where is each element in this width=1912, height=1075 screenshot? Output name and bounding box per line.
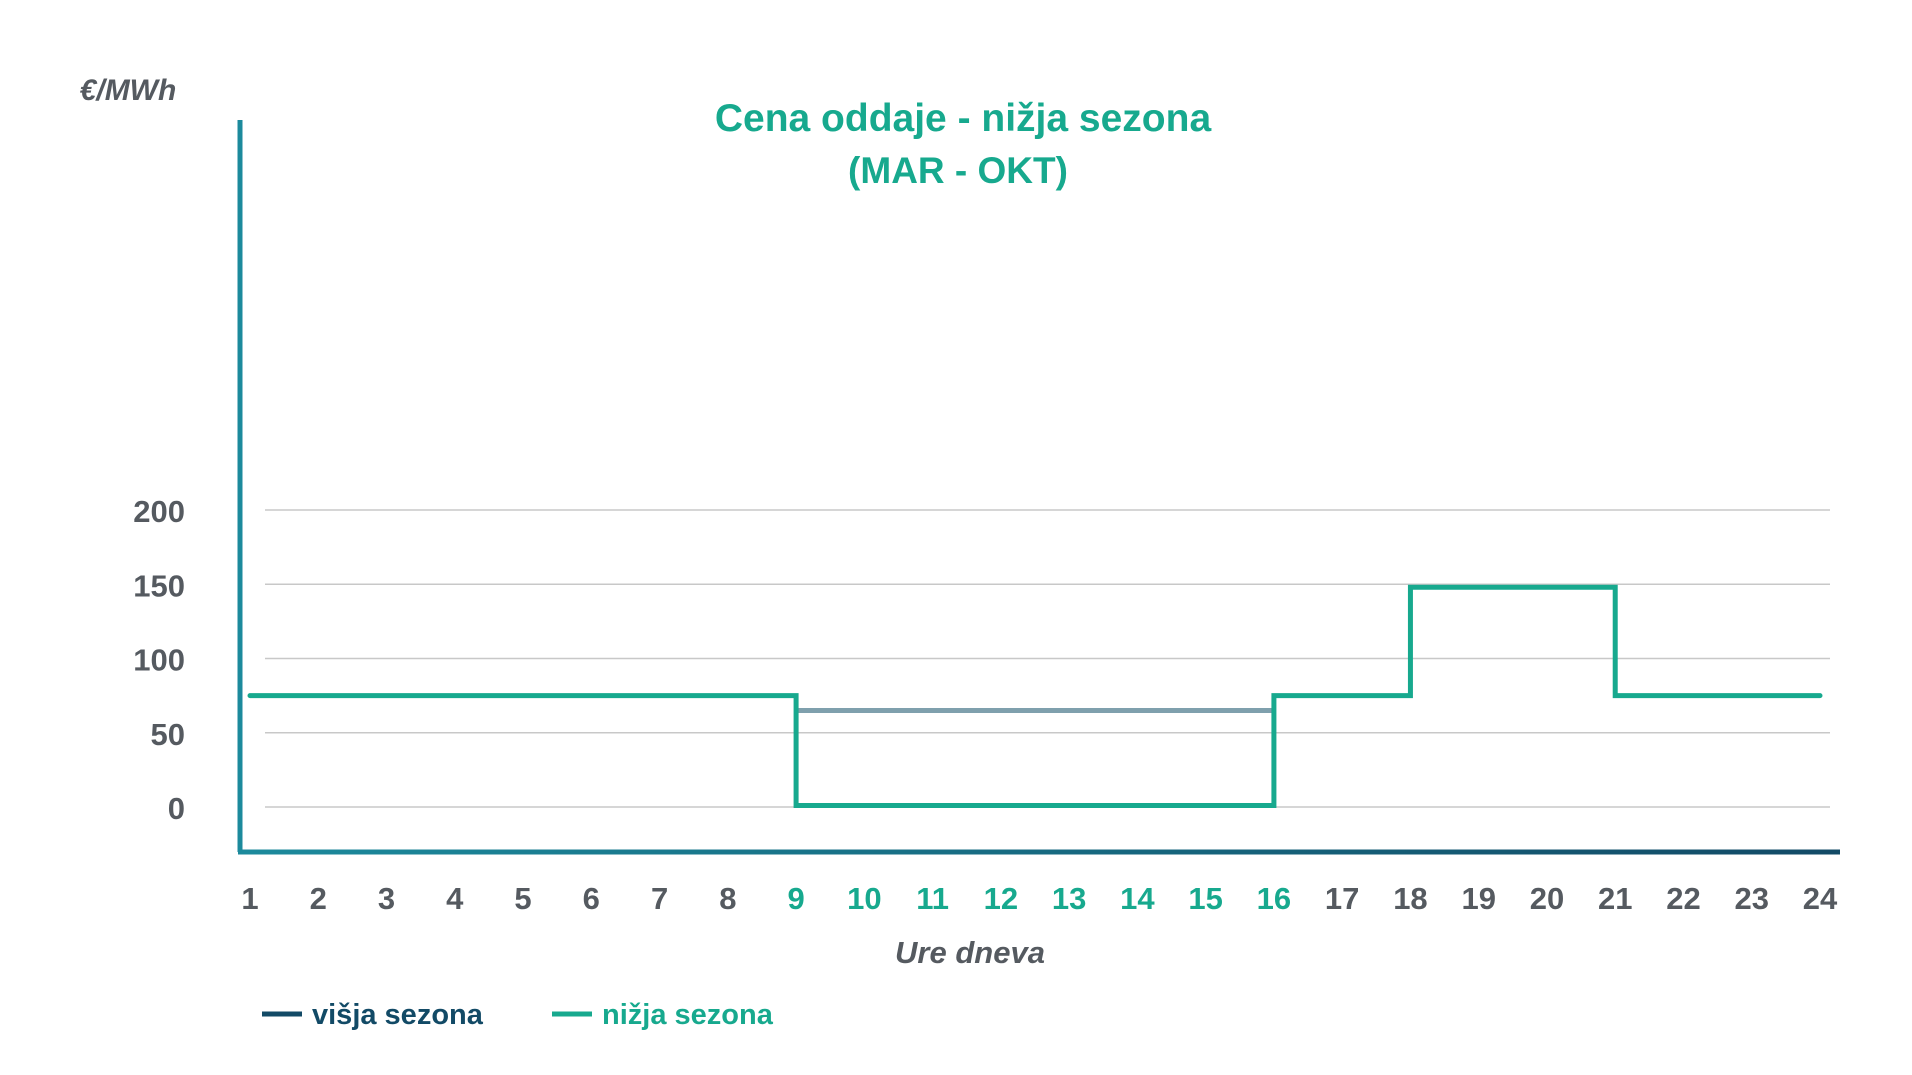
x-tick-label: 22: [1666, 881, 1700, 916]
x-tick-label: 18: [1393, 881, 1427, 916]
y-tick-label: 0: [168, 791, 185, 826]
x-tick-label: 2: [310, 881, 327, 916]
x-tick-label: 20: [1530, 881, 1564, 916]
x-tick-label: 19: [1461, 881, 1495, 916]
x-tick-label: 6: [583, 881, 600, 916]
legend-label-nizja: nižja sezona: [602, 999, 774, 1031]
legend-label-visja: višja sezona: [312, 999, 484, 1031]
x-tick-label: 12: [984, 881, 1018, 916]
y-tick-label: 50: [151, 717, 185, 752]
x-axis-line: [238, 849, 1840, 855]
x-tick-label: 4: [446, 881, 464, 916]
axes: [237, 120, 1840, 855]
x-tick-label: 9: [787, 881, 804, 916]
x-tick-label: 24: [1803, 881, 1838, 916]
x-tick-label: 13: [1052, 881, 1086, 916]
x-tick-label: 23: [1734, 881, 1768, 916]
x-tick-label: 1: [241, 881, 258, 916]
x-tick-label: 7: [651, 881, 668, 916]
x-tick-label: 15: [1188, 881, 1222, 916]
x-tick-label: 8: [719, 881, 736, 916]
grid-lines: [265, 509, 1830, 808]
x-axis-label: Ure dneva: [895, 935, 1045, 970]
x-tick-label: 21: [1598, 881, 1632, 916]
x-tick-label: 5: [514, 881, 531, 916]
x-tick-label: 3: [378, 881, 395, 916]
series-nizja-sezona-line: [247, 584, 1823, 809]
legend: višja sezona nižja sezona: [262, 999, 774, 1031]
series-lines: [247, 584, 1823, 809]
y-tick-label: 200: [133, 494, 185, 529]
y-tick-label: 150: [133, 568, 185, 603]
x-tick-label: 14: [1120, 881, 1155, 916]
chart-subtitle: (MAR - OKT): [848, 150, 1068, 191]
x-tick-label: 17: [1325, 881, 1359, 916]
x-tick-label: 11: [916, 881, 949, 916]
x-tick-label: 16: [1257, 881, 1291, 916]
chart-title: Cena oddaje - nižja sezona: [715, 97, 1212, 140]
y-axis-label: €/MWh: [80, 74, 177, 107]
x-tick-label: 10: [847, 881, 881, 916]
y-tick-label: 100: [133, 643, 185, 678]
